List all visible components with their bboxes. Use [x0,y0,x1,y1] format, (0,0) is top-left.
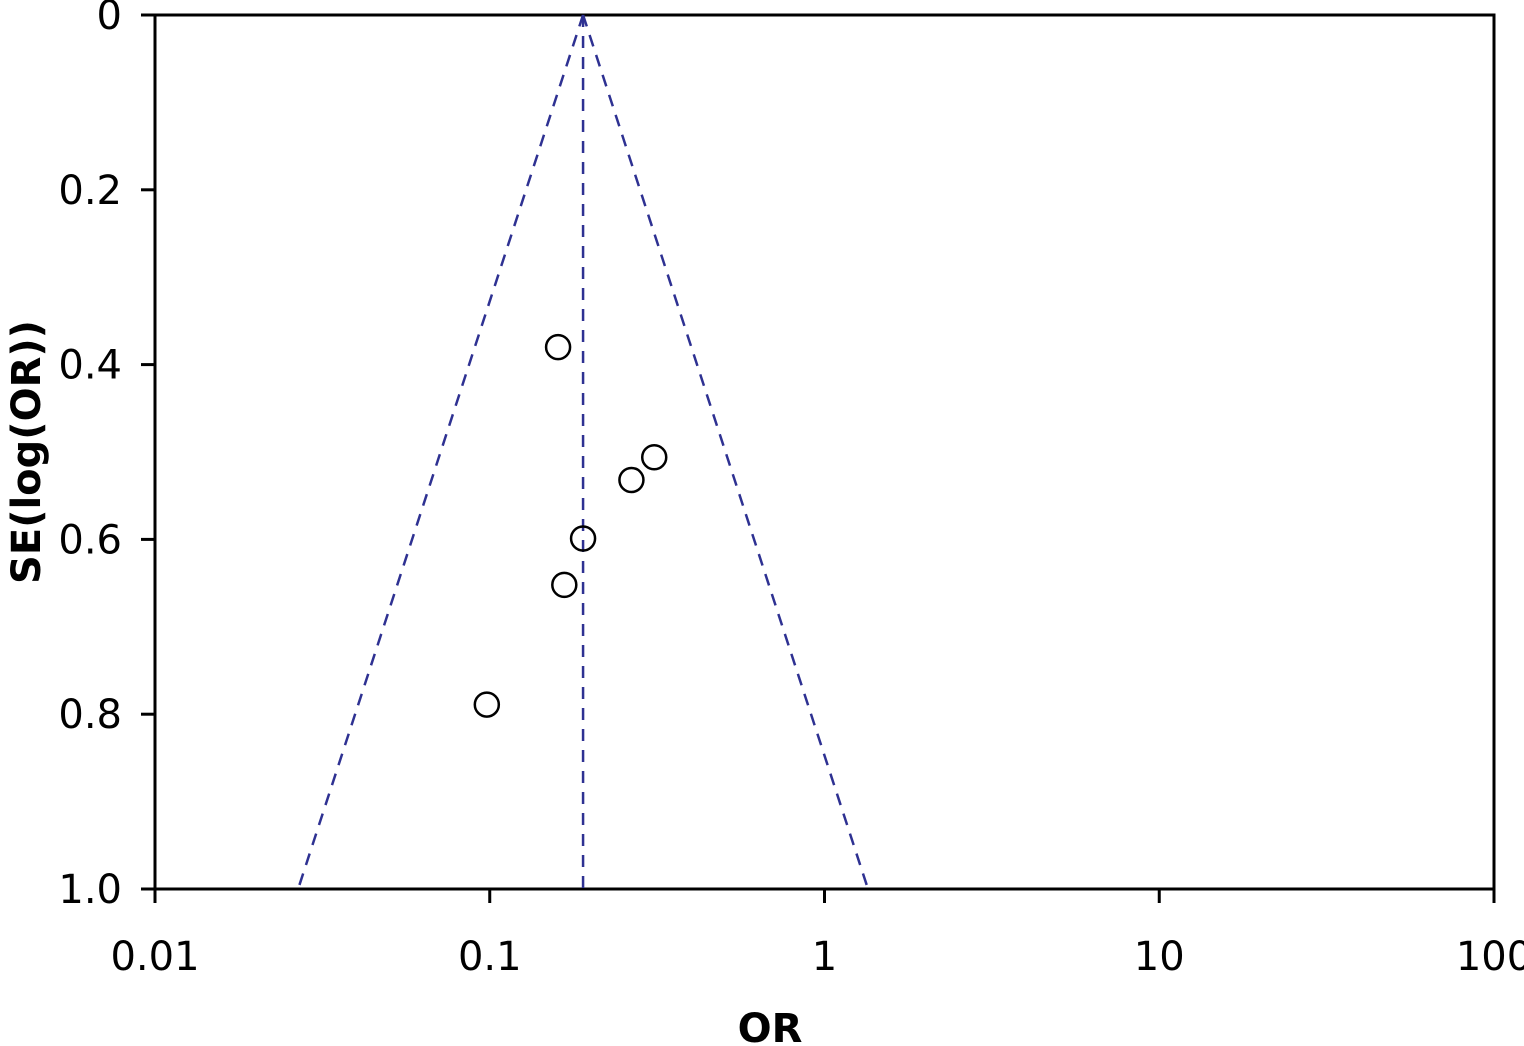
data-points [473,333,668,718]
x-tick-label: 0.1 [458,934,522,980]
x-axis-title: OR [738,1006,803,1046]
data-point [569,525,597,552]
y-tick-label: 0 [97,0,122,39]
x-axis-ticks: 0.01 0.1 1 10 100 [110,889,1524,980]
y-axis-title: SE(log(OR)) [4,320,50,584]
x-tick-label: 1 [812,934,837,980]
y-tick-label: 0.8 [58,692,122,738]
x-tick-label: 10 [1134,934,1185,980]
y-tick-label: 0.2 [58,168,122,214]
data-point [473,691,501,718]
funnel-lines [296,14,870,890]
y-tick-label: 0.4 [58,343,122,389]
x-tick-label: 0.01 [110,934,199,980]
funnel-right-limit-line [581,14,870,890]
data-point [640,443,668,471]
data-point [618,466,645,494]
data-point [544,333,572,361]
y-tick-label: 1.0 [58,867,122,913]
y-axis-ticks: 0 0.2 0.4 0.6 0.8 1.0 [58,0,155,913]
data-point [551,571,578,599]
x-tick-label: 100 [1456,934,1524,980]
funnel-left-limit-line [296,14,585,890]
y-tick-label: 0.6 [58,517,122,563]
